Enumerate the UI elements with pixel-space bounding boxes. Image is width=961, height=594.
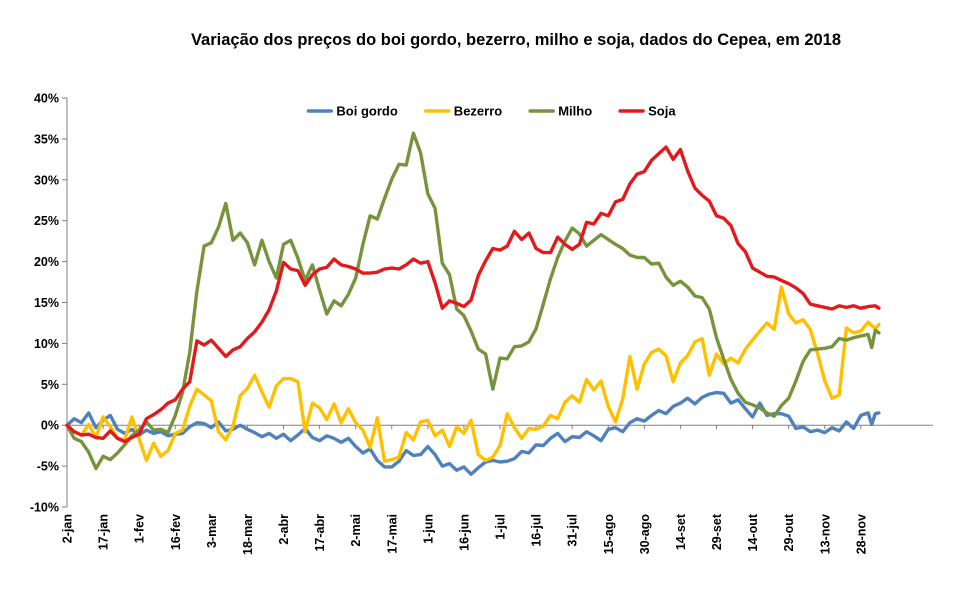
legend-label: Milho bbox=[558, 104, 592, 119]
x-tick-label: 1-jul bbox=[494, 514, 508, 540]
x-tick-label: 16-fev bbox=[169, 514, 183, 550]
chart-title: Variação dos preços do boi gordo, bezerr… bbox=[191, 31, 841, 49]
series-line-bezerro bbox=[65, 285, 881, 463]
x-tick-label: 28-nov bbox=[854, 514, 868, 554]
x-tick-label: 29-out bbox=[782, 513, 796, 551]
series-layer bbox=[65, 131, 881, 476]
x-tick-label: 31-jul bbox=[566, 514, 580, 547]
y-tick-label: -10% bbox=[30, 501, 59, 515]
y-tick-label: 15% bbox=[34, 296, 59, 310]
legend-item: Soja bbox=[618, 104, 676, 119]
legend-item: Boi gordo bbox=[306, 104, 398, 119]
y-tick-label: 25% bbox=[34, 214, 59, 228]
x-tick-label: 17-jan bbox=[97, 514, 111, 550]
x-tick-label: 17-mai bbox=[385, 514, 399, 554]
x-tick-label: 2-abr bbox=[277, 514, 291, 545]
x-tick-label: 18-mar bbox=[241, 514, 255, 555]
x-tick-label: 29-set bbox=[710, 513, 724, 550]
y-tick-label: 20% bbox=[34, 255, 59, 269]
y-tick-label: -5% bbox=[37, 460, 59, 474]
x-tick-label: 15-ago bbox=[602, 514, 616, 555]
legend-label: Soja bbox=[648, 104, 676, 119]
series-line-milho bbox=[65, 131, 881, 471]
x-tick-label: 16-jun bbox=[457, 514, 471, 551]
legend-label: Boi gordo bbox=[336, 104, 397, 119]
x-tick-label: 30-ago bbox=[638, 514, 652, 555]
y-tick-label: 40% bbox=[34, 92, 59, 106]
y-tick-label: 5% bbox=[41, 378, 59, 392]
x-tick-label: 3-mar bbox=[205, 514, 219, 548]
y-tick-label: 30% bbox=[34, 173, 59, 187]
legend-item: Bezerro bbox=[424, 104, 502, 119]
x-tick-label: 2-mai bbox=[349, 514, 363, 547]
x-tick-label: 13-nov bbox=[818, 514, 832, 554]
legend-label: Bezerro bbox=[454, 104, 502, 119]
x-tick-label: 14-out bbox=[746, 513, 760, 551]
legend-item: Milho bbox=[528, 104, 592, 119]
y-tick-label: 10% bbox=[34, 337, 59, 351]
series-line-soja bbox=[65, 145, 881, 444]
x-axis: 2-jan 17-jan 1-fev 16-fev 3-mar 18-mar 2-abr 17… bbox=[61, 424, 933, 555]
y-tick-label: 35% bbox=[34, 132, 59, 146]
x-tick-label: 17-abr bbox=[313, 514, 327, 552]
legend: Boi gordo Bezerro Milho Soja bbox=[306, 104, 676, 119]
x-tick-label: 14-set bbox=[674, 513, 688, 550]
x-tick-label: 1-fev bbox=[133, 514, 147, 543]
y-axis: 40% 35% 30% 25% 20% 15% 10% 5% 0% -5% -10% bbox=[30, 92, 68, 515]
x-tick-label: 2-jan bbox=[61, 514, 75, 543]
y-tick-label: 0% bbox=[41, 419, 59, 433]
series-line-boi-gordo bbox=[65, 390, 881, 476]
x-tick-label: 16-jul bbox=[530, 514, 544, 547]
x-tick-label: 1-jun bbox=[421, 514, 435, 544]
